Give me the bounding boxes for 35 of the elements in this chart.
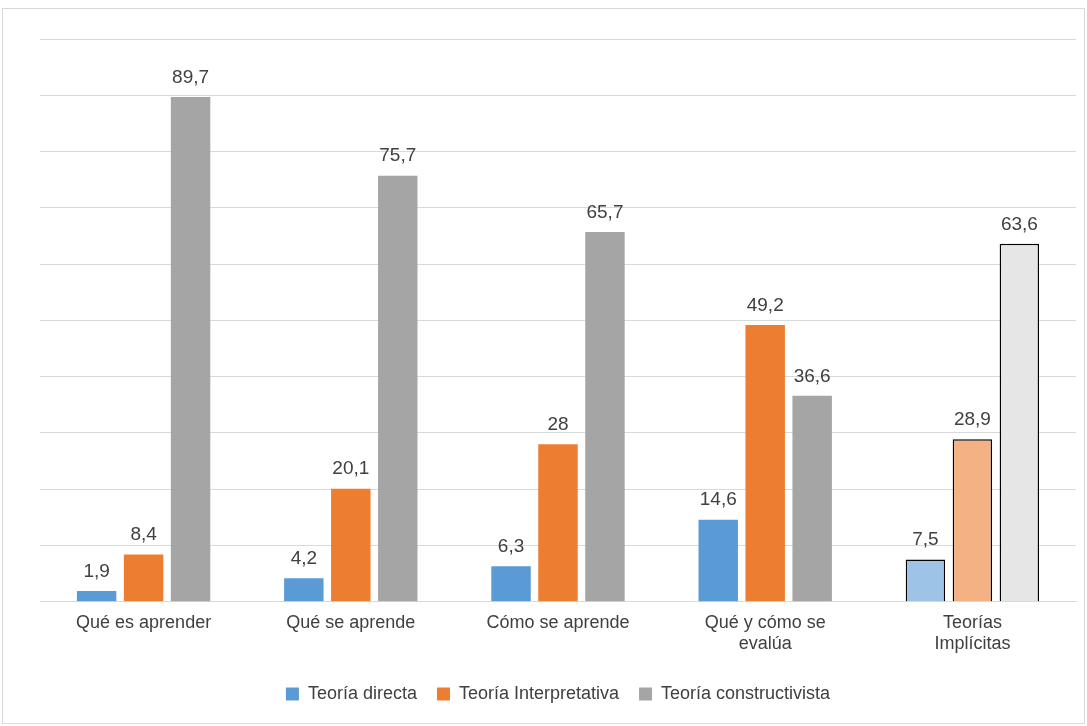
data-label: 8,4 <box>130 523 158 545</box>
data-label: 63,6 <box>1000 212 1038 234</box>
data-label: 1,9 <box>83 559 110 581</box>
x-tick-label: Cómo se aprende <box>486 611 630 632</box>
bar <box>585 232 625 602</box>
bar <box>123 554 164 602</box>
data-label: 65,7 <box>586 200 624 222</box>
x-tick-label: Qué y cómo se evalúa <box>704 611 826 654</box>
data-label: 75,7 <box>379 144 417 166</box>
x-tick-label: Qué se aprende <box>286 611 416 632</box>
data-label: 20,1 <box>332 457 370 479</box>
data-label: 28 <box>547 412 569 434</box>
data-label: 36,6 <box>793 364 831 386</box>
x-tick-label: Qué es aprender <box>76 611 212 632</box>
bar <box>284 578 324 602</box>
bar <box>76 591 117 602</box>
bar <box>698 519 738 602</box>
data-label: 4,2 <box>290 546 318 568</box>
legend-label: Teoría constructivista <box>661 682 832 703</box>
data-label: 6,3 <box>497 535 525 557</box>
bar <box>331 488 371 602</box>
data-label: 89,7 <box>172 65 210 87</box>
data-label: 7,5 <box>912 528 939 550</box>
x-tick-label: Teorías Implícitas <box>934 611 1011 654</box>
data-label: 28,9 <box>953 407 991 429</box>
bar <box>792 395 832 602</box>
legend-label: Teoría Interpretativa <box>458 682 621 703</box>
legend-label: Teoría directa <box>307 682 418 703</box>
bar <box>378 175 418 602</box>
bar <box>538 444 578 602</box>
data-label: 14,6 <box>699 488 737 510</box>
bar <box>491 566 531 602</box>
bar <box>745 324 785 602</box>
bar <box>170 96 211 602</box>
data-label: 49,2 <box>746 293 784 315</box>
